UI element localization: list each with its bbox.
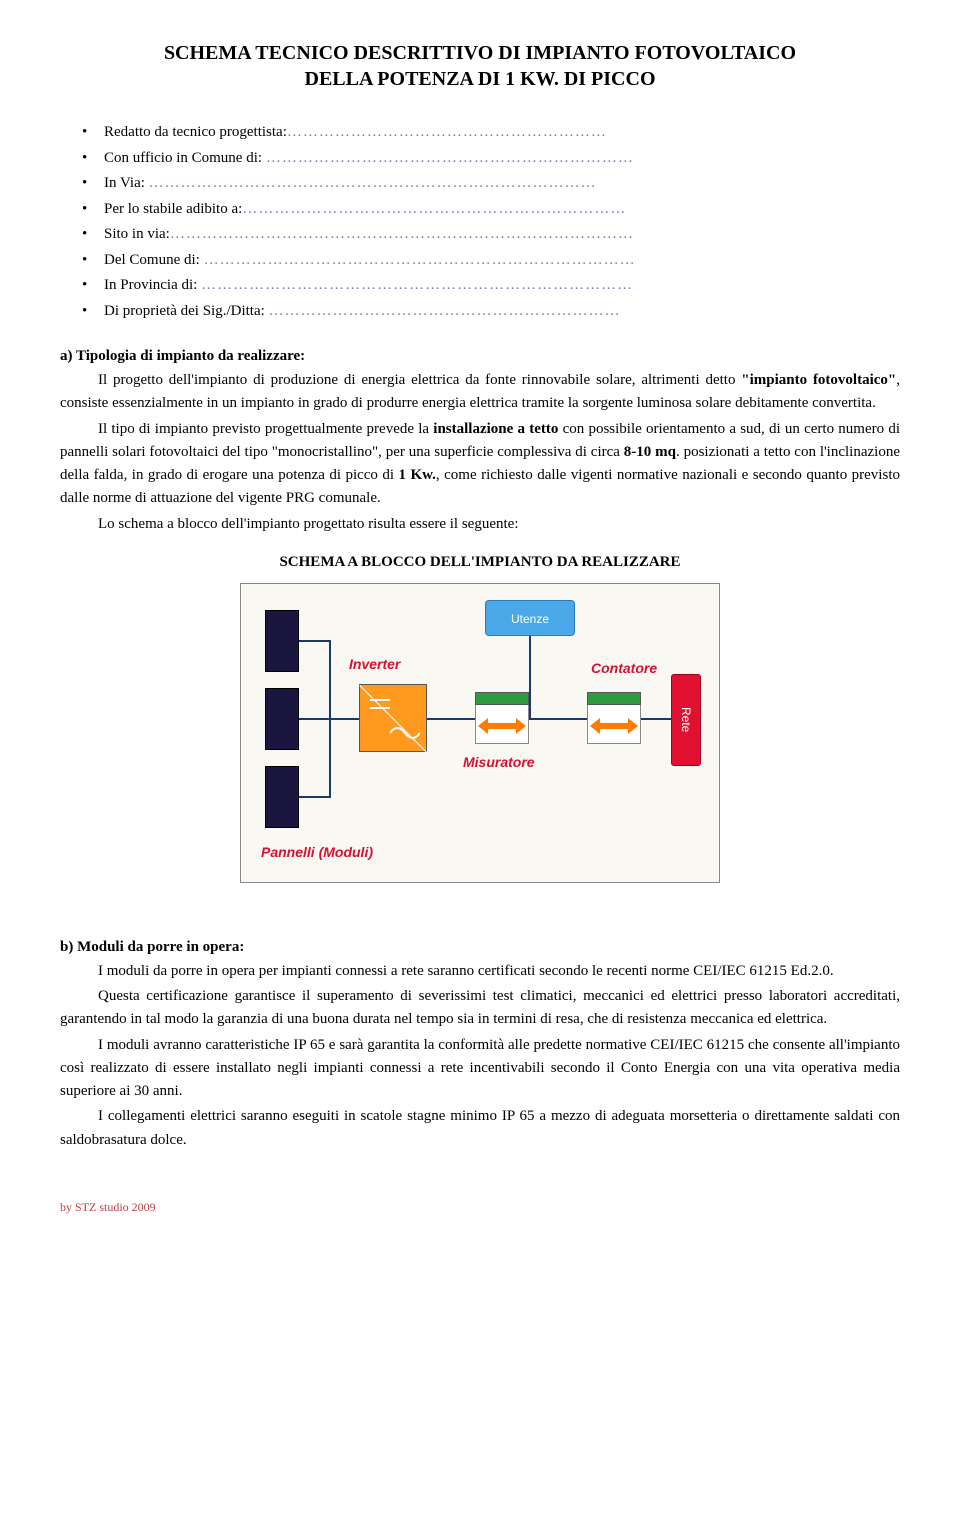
bullet-item: Con ufficio in Comune di: ………………………………………: [82, 146, 900, 172]
wire: [529, 634, 531, 720]
block-diagram-heading: SCHEMA A BLOCCO DELL'IMPIANTO DA REALIZZ…: [60, 554, 900, 571]
para-b1: I moduli da porre in opera per impianti …: [60, 960, 900, 983]
utenze-box: Utenze: [485, 600, 575, 636]
misuratore-label: Misuratore: [463, 754, 535, 770]
para-b3: I moduli avranno caratteristiche IP 65 e…: [60, 1034, 900, 1104]
contatore-label: Contatore: [591, 660, 657, 676]
arrow-icon: [600, 723, 628, 729]
wire: [641, 718, 671, 720]
wire: [299, 640, 329, 642]
para-a2: Il tipo di impianto previsto progettualm…: [60, 418, 900, 511]
panel-2: [265, 688, 299, 750]
inverter-label: Inverter: [349, 656, 400, 672]
bullet-item: Per lo stabile adibito a:…………………………………………: [82, 197, 900, 223]
bullet-item: In Provincia di: ………………………………………………………………: [82, 273, 900, 299]
bullet-item: Di proprietà dei Sig./Ditta: ………………………………: [82, 299, 900, 325]
diagram-container: Inverter Misuratore Utenze Contatore Ret…: [60, 583, 900, 883]
arrow-icon: [488, 723, 516, 729]
para-b2: Questa certificazione garantisce il supe…: [60, 985, 900, 1032]
section-b-heading: b) Moduli da porre in opera:: [60, 939, 900, 956]
title-line-1: SCHEMA TECNICO DESCRITTIVO DI IMPIANTO F…: [164, 42, 796, 64]
contatore-box: [587, 692, 641, 744]
para-a1: Il progetto dell'impianto di produzione …: [60, 369, 900, 416]
wire: [299, 796, 329, 798]
block-diagram: Inverter Misuratore Utenze Contatore Ret…: [240, 583, 720, 883]
para-b4: I collegamenti elettrici saranno eseguit…: [60, 1105, 900, 1152]
rete-box: Rete: [671, 674, 701, 766]
misuratore-box: [475, 692, 529, 744]
header-bullets: Redatto da tecnico progettista:…………………………: [82, 120, 900, 324]
wire: [299, 718, 329, 720]
section-a-heading: a) Tipologia di impianto da realizzare:: [60, 348, 900, 365]
bullet-item: Del Comune di: ……………………………………………………………………: [82, 248, 900, 274]
doc-title: SCHEMA TECNICO DESCRITTIVO DI IMPIANTO F…: [60, 40, 900, 92]
title-line-2: DELLA POTENZA DI 1 KW. DI PICCO: [305, 68, 656, 90]
para-a3: Lo schema a blocco dell'impianto progett…: [60, 513, 900, 536]
bullet-item: Redatto da tecnico progettista:…………………………: [82, 120, 900, 146]
wire: [529, 718, 587, 720]
bullet-item: In Via: …………………………………………………………………………: [82, 171, 900, 197]
pannelli-label: Pannelli (Moduli): [261, 844, 373, 860]
inverter-box: [359, 684, 427, 752]
wire: [329, 718, 359, 720]
panel-1: [265, 610, 299, 672]
panel-3: [265, 766, 299, 828]
footer-credit: by STZ studio 2009: [60, 1200, 900, 1215]
wire: [427, 718, 475, 720]
bullet-item: Sito in via:……………………………………………………………………………: [82, 222, 900, 248]
